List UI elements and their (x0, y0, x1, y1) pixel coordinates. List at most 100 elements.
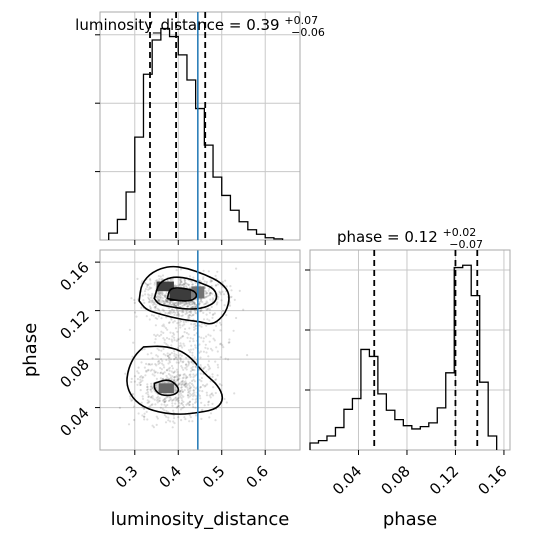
joint-sample-point (164, 294, 167, 297)
joint-sample-point (183, 331, 186, 334)
joint-sample-point (153, 398, 156, 401)
joint-sample-point (204, 343, 207, 346)
joint-sample-point (143, 366, 146, 369)
joint-sample-point (150, 299, 153, 302)
joint-sample-point (166, 328, 169, 331)
joint-sample-point (205, 295, 208, 298)
joint-sample-point (212, 313, 215, 316)
joint-sample-point (216, 363, 219, 366)
joint-sample-point (133, 375, 137, 378)
joint-sample-point (149, 308, 152, 311)
joint-sample-point (181, 301, 184, 304)
joint-sample-point (167, 321, 171, 324)
joint-sample-point (184, 279, 187, 282)
joint-sample-point (154, 279, 157, 282)
joint-sample-point (185, 285, 188, 288)
joint-sample-point (199, 372, 202, 375)
joint-sample-point (176, 310, 179, 313)
joint-sample-point (180, 279, 183, 282)
joint-sample-point (179, 395, 182, 398)
joint-sample-point (144, 293, 147, 296)
joint-sample-point (191, 368, 194, 371)
joint-sample-point (163, 341, 166, 344)
joint-sample-point (194, 306, 197, 309)
joint-sample-point (150, 352, 153, 355)
joint-sample-point (219, 342, 222, 345)
joint-sample-point (150, 385, 153, 388)
joint-sample-point (192, 384, 195, 387)
joint-sample-point (175, 269, 178, 272)
joint-sample-point (170, 351, 173, 355)
joint-sample-point (209, 278, 212, 282)
joint-sample-point (208, 294, 211, 297)
joint-sample-point (174, 375, 177, 378)
joint-sample-point (209, 292, 212, 295)
joint-sample-point (189, 373, 192, 376)
joint-sample-point (157, 299, 160, 302)
joint-sample-point (158, 308, 161, 311)
joint-sample-point (145, 392, 148, 395)
joint-sample-point (133, 301, 136, 304)
joint-sample-point (168, 311, 171, 314)
joint-sample-point (182, 368, 185, 371)
joint-sample-point (168, 353, 171, 356)
joint-sample-point (179, 278, 182, 281)
joint-sample-point (222, 346, 225, 349)
joint-sample-point (174, 396, 178, 399)
joint-sample-point (171, 402, 174, 405)
joint-sample-point (177, 383, 180, 386)
joint-sample-point (124, 372, 127, 375)
joint-sample-point (157, 292, 160, 296)
joint-sample-point (199, 386, 202, 389)
joint-sample-point (158, 334, 161, 338)
joint-sample-point (174, 397, 177, 400)
joint-sample-point (174, 388, 177, 391)
joint-sample-point (187, 314, 190, 317)
joint-sample-point (179, 320, 183, 323)
joint-sample-point (171, 399, 175, 402)
joint-sample-point (187, 349, 190, 352)
joint-sample-point (201, 384, 205, 387)
joint-sample-point (186, 305, 189, 308)
joint-sample-point (200, 322, 203, 325)
joint-sample-point (166, 312, 169, 315)
joint-sample-point (137, 412, 140, 415)
joint-sample-point (190, 393, 193, 397)
joint-sample-point (211, 279, 214, 282)
joint-sample-point (185, 331, 188, 335)
joint-sample-point (162, 331, 165, 334)
joint-sample-point (185, 368, 188, 371)
joint-sample-point (133, 405, 136, 408)
joint-sample-point (170, 338, 173, 341)
joint-sample-point (174, 327, 178, 330)
joint-sample-point (219, 356, 222, 359)
joint-sample-point (136, 370, 139, 373)
joint-sample-point (192, 389, 195, 392)
joint-sample-point (188, 392, 192, 395)
joint-sample-point (207, 270, 210, 273)
joint-sample-point (140, 361, 143, 364)
joint-xtick-label: 0.4 (155, 462, 185, 492)
joint-sample-point (233, 392, 236, 395)
joint-sample-point (179, 357, 182, 360)
joint-sample-point (187, 383, 190, 386)
joint-sample-point (157, 274, 160, 278)
joint-sample-point (227, 358, 230, 361)
joint-sample-point (212, 337, 215, 340)
joint-sample-point (146, 353, 149, 356)
joint-sample-point (216, 374, 219, 377)
joint-sample-point (143, 290, 147, 293)
joint-sample-point (172, 379, 175, 382)
joint-frame (99, 249, 301, 451)
joint-sample-point (181, 335, 184, 338)
joint-sample-point (148, 287, 151, 290)
joint-sample-point (157, 395, 160, 398)
joint-sample-point (206, 308, 209, 311)
joint-sample-point (176, 398, 179, 401)
joint-sample-point (168, 321, 171, 324)
joint-sample-point (185, 301, 188, 304)
joint-sample-point (172, 310, 175, 313)
joint-sample-point (147, 283, 150, 286)
joint-sample-point (194, 306, 197, 309)
joint-sample-point (180, 365, 183, 368)
